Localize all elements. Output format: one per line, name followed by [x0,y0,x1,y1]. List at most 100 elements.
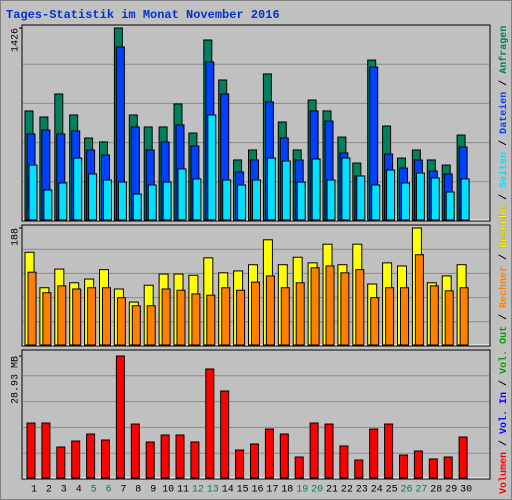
x-tick-label: 15 [237,485,249,496]
bar [385,287,395,346]
bar [147,184,157,221]
bar [324,423,334,479]
bar [71,440,81,479]
x-tick-label: 17 [266,485,278,496]
x-tick-label: 29 [445,485,457,496]
legend-separator: / [498,254,510,260]
legend-separator: / [498,440,510,446]
x-tick-label: 6 [105,485,111,496]
bar [266,157,276,221]
bar [28,164,38,221]
x-tick-label: 26 [400,485,412,496]
bar [175,434,185,479]
x-tick-label: 28 [430,485,442,496]
bar [237,184,247,221]
bar [325,265,335,346]
x-tick-label: 18 [281,485,293,496]
x-tick-label: 20 [311,485,323,496]
x-tick-label: 2 [46,485,52,496]
bar [192,178,202,221]
legend-separator: / [498,140,510,146]
bar [161,288,171,346]
bar [371,184,381,221]
bar [444,290,454,346]
bar [87,287,97,346]
bar [386,169,396,221]
legend-entry: Besuche [498,206,510,248]
x-tick-label: 30 [460,485,472,496]
bar [236,289,246,346]
bar [222,179,232,221]
legend-entry: Vol. In [498,392,510,434]
x-tick-label: 24 [371,485,383,496]
bar [102,287,111,346]
x-tick-label: 3 [61,485,67,496]
x-tick-label: 7 [120,485,126,496]
bar [220,390,230,479]
bar [116,297,126,346]
x-tick-label: 13 [207,485,219,496]
x-tick-label: 12 [192,485,204,496]
chart-title: Tages-Statistik im Monat November 2016 [6,8,280,22]
x-tick-label: 9 [150,485,156,496]
bar [56,446,66,479]
x-tick-label: 11 [177,485,189,496]
bar [384,423,394,479]
bar [460,178,470,221]
bar [295,282,305,346]
bar [341,157,351,221]
bar [445,191,455,221]
y-tick-label: 1426 [11,28,22,52]
bar [311,158,321,221]
bar [355,269,365,346]
x-tick-label: 4 [76,485,82,496]
bar [326,179,336,221]
bar [339,445,349,479]
legend-entry: Anfragen [498,26,510,74]
bar [27,271,37,346]
bar [117,181,127,221]
bar [235,449,245,479]
bar [130,423,140,479]
bar [176,289,186,346]
legend-separator: / [498,314,510,320]
legend-entry: Vol. Out [498,326,510,374]
legend-entry: Dateien [498,92,510,134]
bar [88,173,98,221]
bar [370,297,380,346]
bar [250,443,259,479]
bar [132,193,142,221]
bar [279,433,289,479]
bar [294,456,304,479]
bar [459,287,469,346]
bar [356,175,366,221]
legend: Volumen / Vol. In / Vol. Out / Rechner / Besuche… [498,26,510,494]
x-tick-label: 27 [415,485,427,496]
bar [145,441,155,479]
bar [73,157,83,221]
x-tick-label: 22 [341,485,353,496]
bar [399,454,408,479]
bar [205,368,215,479]
bar [26,422,36,479]
bar [280,287,290,346]
x-tick-label: 1 [31,485,37,496]
bar [296,181,306,221]
bar [41,422,51,479]
bar [221,287,231,346]
x-tick-label: 8 [135,485,141,496]
x-tick-label: 23 [356,485,368,496]
bar [443,456,453,479]
bar [86,433,96,479]
bar [369,428,379,479]
bar [265,275,275,346]
bar [190,441,200,479]
bar [42,292,52,346]
x-tick-label: 5 [91,485,97,496]
bar [281,160,291,221]
bar [340,272,350,346]
bar [430,177,440,221]
bar [309,422,319,479]
bar [146,305,156,346]
